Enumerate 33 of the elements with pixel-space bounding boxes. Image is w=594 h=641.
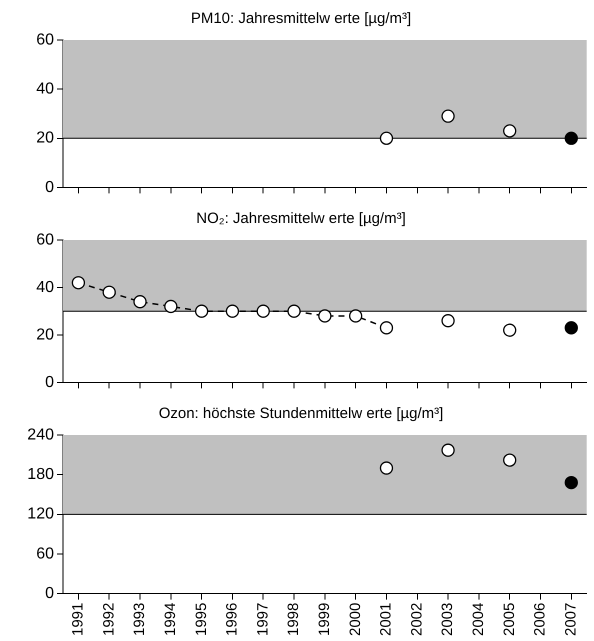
x-tick-label: 2003: [439, 602, 456, 636]
y-tick-label: 60: [36, 545, 54, 562]
x-tick-label: 2004: [470, 602, 488, 636]
x-tick-label: 1999: [316, 602, 333, 636]
y-tick-label: 0: [45, 585, 54, 602]
x-tick-label: 2000: [346, 602, 364, 636]
y-tick-label: 40: [36, 278, 54, 296]
x-tick-label: 2006: [532, 602, 549, 636]
x-tick-label: 1997: [254, 602, 272, 636]
x-tick-label: 1994: [162, 602, 179, 636]
y-tick-label: 60: [36, 231, 54, 248]
y-tick-label: 240: [27, 426, 54, 444]
chart-title: PM10: Jahresmittelw erte [µg/m³]: [190, 10, 412, 28]
x-tick-label: 1992: [100, 602, 118, 636]
y-tick-label: 20: [36, 130, 54, 147]
x-tick-label: 2007: [562, 602, 580, 636]
y-tick-label: 0: [45, 374, 54, 391]
y-tick-label: 180: [27, 466, 54, 484]
y-tick-label: 60: [36, 31, 54, 48]
y-tick-label: 120: [27, 506, 54, 523]
y-tick-label: 40: [36, 80, 54, 98]
x-tick-label: 2001: [378, 602, 395, 636]
x-tick-label: 1995: [192, 602, 210, 636]
chart-title: Ozon: höchste Stundenmittelw erte [µg/m³]: [158, 405, 444, 422]
x-tick-label: 1998: [285, 602, 302, 636]
x-tick-label: 2002: [408, 602, 426, 636]
y-tick-label: 20: [36, 326, 54, 344]
y-tick-label: 0: [45, 178, 54, 196]
x-tick-label: 2005: [500, 602, 518, 636]
x-tick-label: 1996: [224, 602, 241, 636]
chart-title: NO₂: Jahresmittelw erte [µg/m³]: [196, 210, 406, 228]
x-tick-label: 1991: [70, 602, 87, 636]
x-tick-label: 1993: [131, 602, 148, 636]
